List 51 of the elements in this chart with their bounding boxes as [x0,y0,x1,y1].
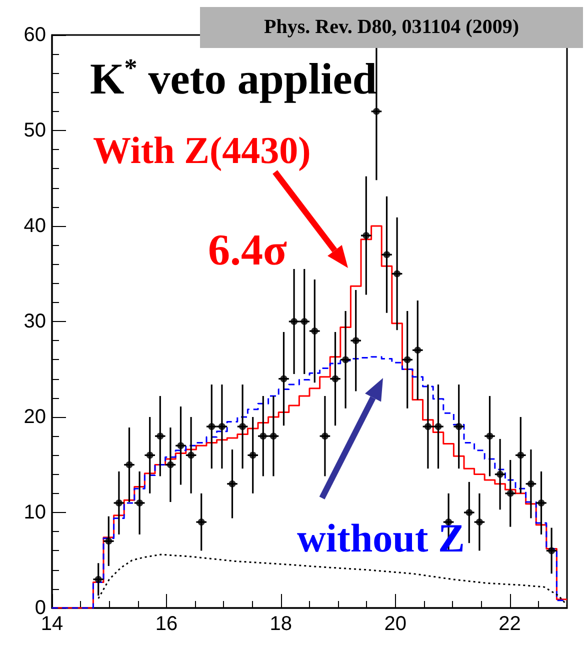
citation-box: Phys. Rev. D80, 031104 (2009) [200,7,583,48]
y-tick-label: 20 [24,406,46,428]
point [321,432,328,440]
point [362,232,370,240]
point [517,452,524,459]
y-tick-label: 60 [24,24,46,46]
point [466,509,473,516]
x-tick-label: 22 [498,613,521,635]
point [548,547,556,554]
point [136,499,144,506]
y-tick-label: 10 [24,502,46,524]
point [383,251,390,258]
point [332,375,339,382]
point [394,270,401,278]
point [115,499,122,506]
annotation: 6.4σ [208,226,287,274]
point [126,461,133,468]
point [486,432,494,440]
point [506,490,514,497]
point [146,452,154,459]
point [352,337,360,344]
y-tick-label: 40 [24,215,46,237]
point [105,538,112,545]
annotation: Phys. Rev. D80, 031104 (2009) [264,16,519,39]
point [228,480,236,488]
point [414,346,422,354]
point [280,375,288,382]
y-tick-label: 30 [24,310,46,332]
point [372,108,380,115]
point [239,423,246,430]
x-tick-label: 14 [40,613,64,635]
point [538,499,545,506]
x-tick-label: 20 [384,613,406,635]
text: With Z(4430) [93,130,311,172]
point [198,518,205,526]
y-tick-label: 50 [24,120,46,142]
point [496,470,504,478]
x-tick-label: 18 [270,613,292,635]
x-tick-label: 16 [155,613,178,635]
point [527,480,534,488]
point [404,356,411,364]
point [166,461,174,468]
point [476,518,483,526]
point [188,452,195,459]
point [177,442,184,450]
point [455,423,462,430]
point [94,576,102,583]
point [156,432,164,440]
point [249,452,256,459]
point [342,356,350,364]
point [311,328,318,335]
